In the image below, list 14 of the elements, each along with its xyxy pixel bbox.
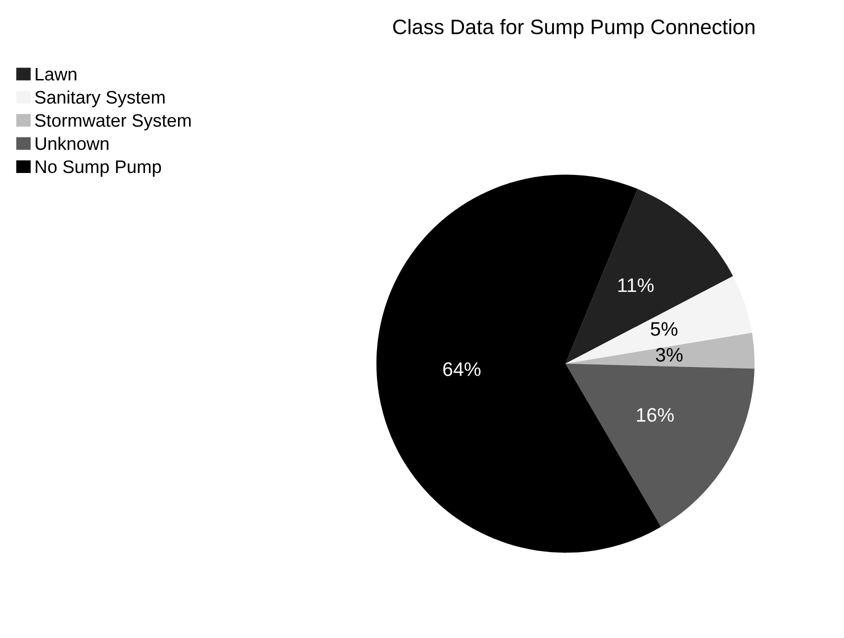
data-label: 16% <box>637 408 674 422</box>
pie-slice <box>565 188 734 364</box>
data-label: 5% <box>650 322 678 336</box>
pie-slice <box>565 276 752 364</box>
pie-slice <box>565 364 754 527</box>
legend-label: Sanitary System <box>35 90 165 108</box>
legend-label: No Sump Pump <box>36 160 161 177</box>
data-label: 3% <box>656 348 683 362</box>
data-label: 64% <box>443 362 481 376</box>
legend-label: Unknown <box>36 136 108 150</box>
legend-label: Stormwater System <box>35 114 191 130</box>
data-label: 11% <box>618 278 654 292</box>
chart-title: Class Data for Sump Pump Connection <box>393 19 754 38</box>
legend-label: Lawn <box>36 68 76 81</box>
